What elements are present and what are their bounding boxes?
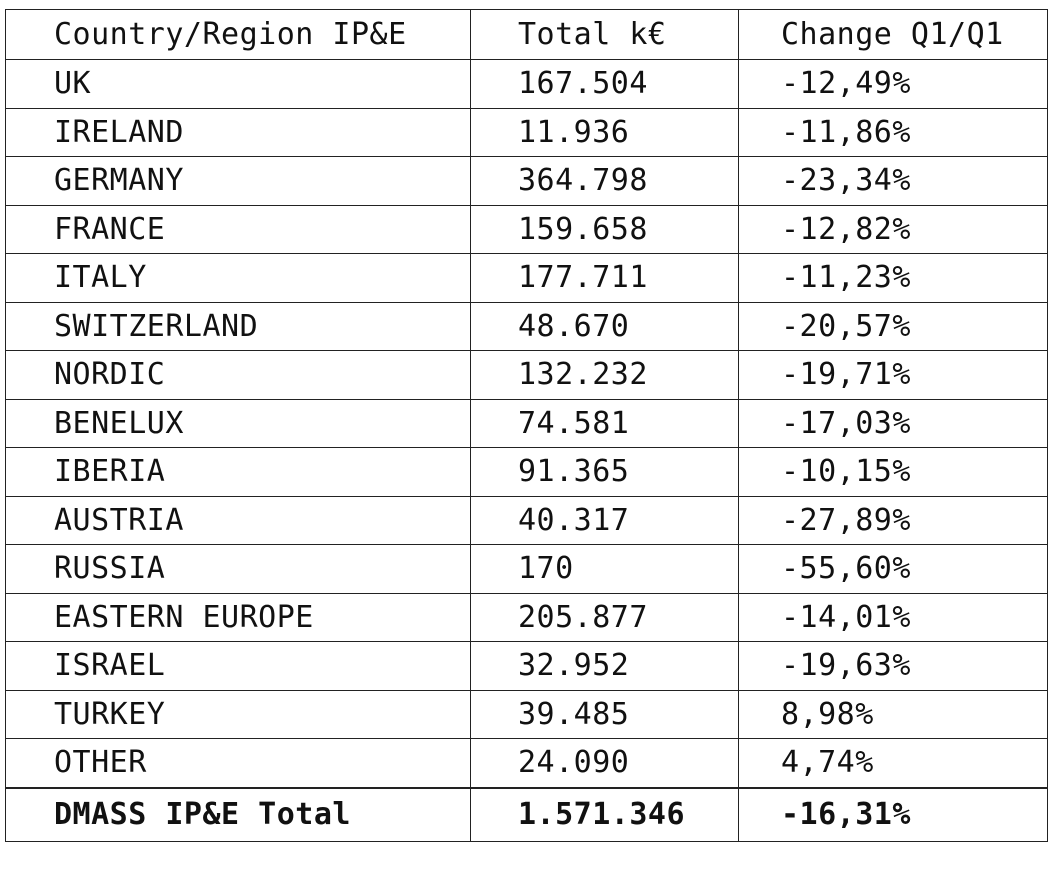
cell-change: -10,15% bbox=[738, 447, 1048, 497]
cell-country: UK bbox=[5, 59, 471, 109]
cell-country: AUSTRIA bbox=[5, 495, 471, 545]
cell-total: 11.936 bbox=[470, 107, 739, 157]
table-row: GERMANY 364.798 -23,34% bbox=[5, 156, 1048, 206]
cell-total: 24.090 bbox=[470, 738, 739, 788]
cell-country: RUSSIA bbox=[5, 544, 471, 594]
cell-change: 4,74% bbox=[738, 738, 1048, 788]
cell-change: -55,60% bbox=[738, 544, 1048, 594]
table-row: IBERIA 91.365 -10,15% bbox=[5, 447, 1048, 497]
table-row: BENELUX 74.581 -17,03% bbox=[5, 398, 1048, 448]
cell-country: BENELUX bbox=[5, 398, 471, 448]
cell-change: -12,49% bbox=[738, 59, 1048, 109]
cell-change: 8,98% bbox=[738, 689, 1048, 739]
table-body: UK 167.504 -12,49% IRELAND 11.936 -11,86… bbox=[5, 59, 1048, 842]
cell-total: 39.485 bbox=[470, 689, 739, 739]
cell-country: IRELAND bbox=[5, 107, 471, 157]
table-row: EASTERN EUROPE 205.877 -14,01% bbox=[5, 592, 1048, 642]
cell-change: -11,23% bbox=[738, 253, 1048, 303]
cell-country: TURKEY bbox=[5, 689, 471, 739]
cell-country: ITALY bbox=[5, 253, 471, 303]
cell-change: -20,57% bbox=[738, 301, 1048, 351]
cell-total: 177.711 bbox=[470, 253, 739, 303]
table-row: ITALY 177.711 -11,23% bbox=[5, 253, 1048, 303]
cell-country: SWITZERLAND bbox=[5, 301, 471, 351]
total-value: 1.571.346 bbox=[470, 786, 739, 842]
total-change: -16,31% bbox=[738, 786, 1048, 842]
cell-total: 205.877 bbox=[470, 592, 739, 642]
cell-country: EASTERN EUROPE bbox=[5, 592, 471, 642]
cell-total: 91.365 bbox=[470, 447, 739, 497]
cell-total: 364.798 bbox=[470, 156, 739, 206]
table-row: RUSSIA 170 -55,60% bbox=[5, 544, 1048, 594]
cell-change: -12,82% bbox=[738, 204, 1048, 254]
cell-total: 170 bbox=[470, 544, 739, 594]
cell-change: -14,01% bbox=[738, 592, 1048, 642]
cell-country: ISRAEL bbox=[5, 641, 471, 691]
sales-table: Country/Region IP&E Total k€ Change Q1/Q… bbox=[5, 9, 1048, 842]
cell-total: 167.504 bbox=[470, 59, 739, 109]
table-row: SWITZERLAND 48.670 -20,57% bbox=[5, 301, 1048, 351]
cell-total: 48.670 bbox=[470, 301, 739, 351]
cell-country: GERMANY bbox=[5, 156, 471, 206]
cell-change: -23,34% bbox=[738, 156, 1048, 206]
table-row: FRANCE 159.658 -12,82% bbox=[5, 204, 1048, 254]
cell-country: OTHER bbox=[5, 738, 471, 788]
total-row: DMASS IP&E Total 1.571.346 -16,31% bbox=[5, 786, 1048, 842]
cell-change: -11,86% bbox=[738, 107, 1048, 157]
cell-total: 74.581 bbox=[470, 398, 739, 448]
header-country-region: Country/Region IP&E bbox=[5, 9, 471, 60]
table-row: UK 167.504 -12,49% bbox=[5, 59, 1048, 109]
total-label: DMASS IP&E Total bbox=[5, 786, 471, 842]
cell-country: NORDIC bbox=[5, 350, 471, 400]
header-row: Country/Region IP&E Total k€ Change Q1/Q… bbox=[5, 9, 1048, 60]
table-row: NORDIC 132.232 -19,71% bbox=[5, 350, 1048, 400]
table-header: Country/Region IP&E Total k€ Change Q1/Q… bbox=[5, 9, 1048, 60]
cell-change: -19,63% bbox=[738, 641, 1048, 691]
cell-total: 32.952 bbox=[470, 641, 739, 691]
cell-country: FRANCE bbox=[5, 204, 471, 254]
cell-total: 40.317 bbox=[470, 495, 739, 545]
cell-change: -19,71% bbox=[738, 350, 1048, 400]
table-row: AUSTRIA 40.317 -27,89% bbox=[5, 495, 1048, 545]
table-row: ISRAEL 32.952 -19,63% bbox=[5, 641, 1048, 691]
table-row: OTHER 24.090 4,74% bbox=[5, 738, 1048, 788]
header-change: Change Q1/Q1 bbox=[738, 9, 1048, 60]
header-total: Total k€ bbox=[470, 9, 739, 60]
cell-change: -17,03% bbox=[738, 398, 1048, 448]
cell-change: -27,89% bbox=[738, 495, 1048, 545]
cell-total: 159.658 bbox=[470, 204, 739, 254]
table-row: TURKEY 39.485 8,98% bbox=[5, 689, 1048, 739]
table-row: IRELAND 11.936 -11,86% bbox=[5, 107, 1048, 157]
cell-country: IBERIA bbox=[5, 447, 471, 497]
cell-total: 132.232 bbox=[470, 350, 739, 400]
